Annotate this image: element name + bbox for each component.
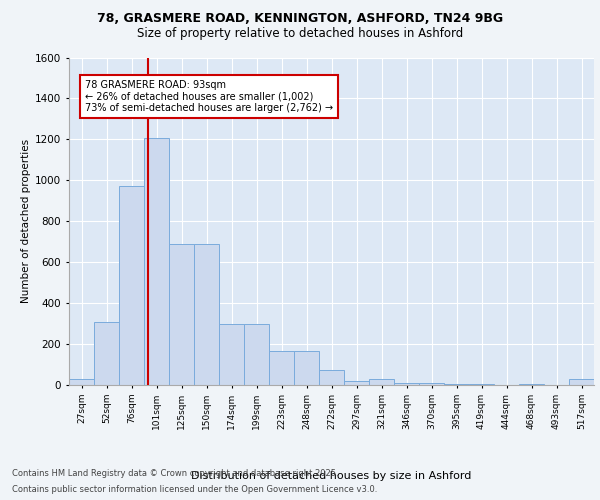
Bar xyxy=(94,322,119,385)
Bar xyxy=(369,379,394,385)
Bar xyxy=(569,379,594,385)
Bar xyxy=(344,381,369,385)
Text: 78 GRASMERE ROAD: 93sqm
← 26% of detached houses are smaller (1,002)
73% of semi: 78 GRASMERE ROAD: 93sqm ← 26% of detache… xyxy=(85,80,334,113)
Bar xyxy=(394,383,419,385)
Text: 78, GRASMERE ROAD, KENNINGTON, ASHFORD, TN24 9BG: 78, GRASMERE ROAD, KENNINGTON, ASHFORD, … xyxy=(97,12,503,26)
Text: Contains HM Land Registry data © Crown copyright and database right 2025.: Contains HM Land Registry data © Crown c… xyxy=(12,468,338,477)
Bar xyxy=(519,384,544,385)
Bar xyxy=(319,370,344,385)
Y-axis label: Number of detached properties: Number of detached properties xyxy=(21,139,31,304)
Bar xyxy=(294,351,319,385)
Bar xyxy=(219,324,244,385)
Text: Contains public sector information licensed under the Open Government Licence v3: Contains public sector information licen… xyxy=(12,485,377,494)
Text: Size of property relative to detached houses in Ashford: Size of property relative to detached ho… xyxy=(137,28,463,40)
Bar xyxy=(194,244,219,385)
X-axis label: Distribution of detached houses by size in Ashford: Distribution of detached houses by size … xyxy=(191,470,472,480)
Bar xyxy=(169,244,194,385)
Bar xyxy=(244,324,269,385)
Bar xyxy=(269,351,294,385)
Bar xyxy=(444,384,469,385)
Bar xyxy=(119,186,144,385)
Bar xyxy=(469,384,494,385)
Bar xyxy=(69,379,94,385)
Bar xyxy=(144,138,169,385)
Bar xyxy=(419,383,444,385)
